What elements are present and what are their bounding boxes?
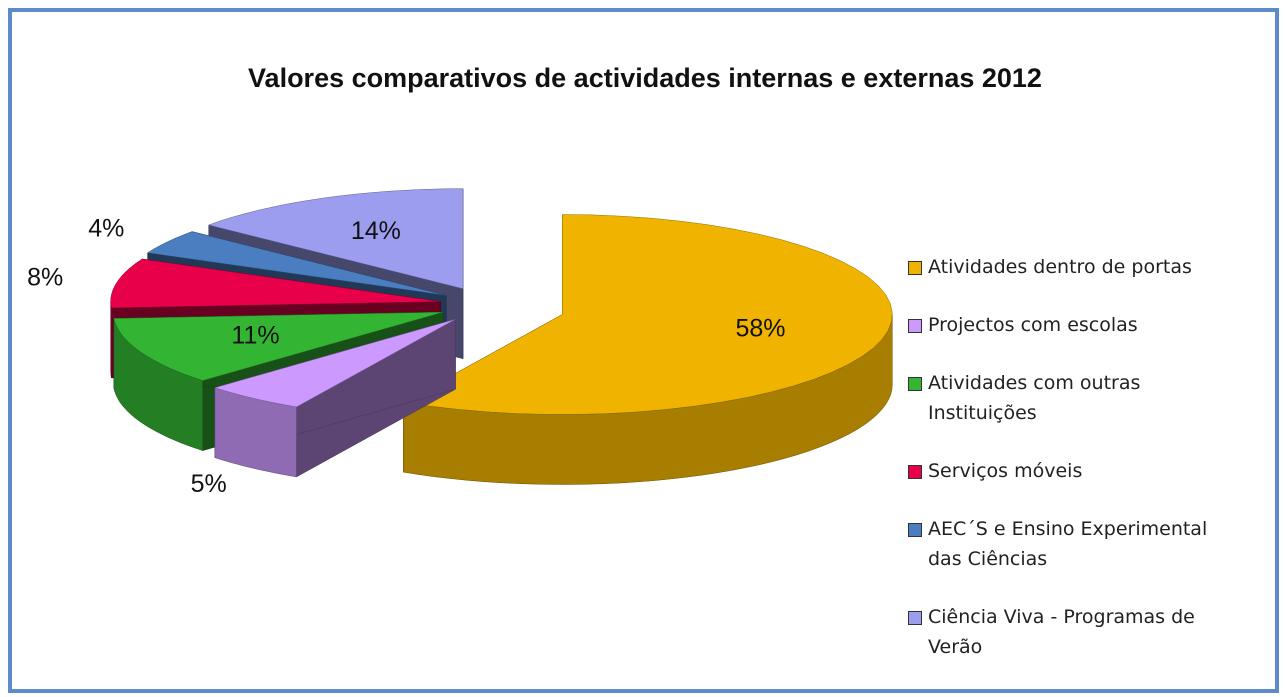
legend-label: Atividades com outras Instituições (928, 372, 1141, 424)
slice-top (110, 258, 441, 309)
slice-top (113, 311, 444, 381)
chart-title: Valores comparativos de actividades inte… (248, 63, 1042, 93)
data-label: 4% (88, 215, 124, 243)
legend: Atividades dentro de portas Projectos com… (908, 252, 1238, 690)
legend-swatch (908, 261, 922, 275)
legend-label: Serviços móveis (928, 460, 1083, 482)
legend-item: Atividades dentro de portas (908, 252, 1238, 282)
legend-item: Serviços móveis (908, 456, 1238, 486)
legend-swatch (908, 319, 922, 333)
legend-item: AEC´S e Ensino Experimental das Ciências (908, 514, 1238, 574)
legend-item: Atividades com outras Instituições (908, 368, 1238, 428)
legend-swatch (908, 377, 922, 391)
data-label: 5% (191, 470, 227, 498)
legend-swatch (908, 523, 922, 537)
slice-wall (110, 301, 112, 379)
legend-item: Projectos com escolas (908, 310, 1238, 340)
data-label: 14% (351, 217, 401, 245)
data-label: 11% (231, 321, 279, 349)
legend-label: Ciência Viva - Programas de Verão (928, 606, 1195, 658)
data-label: 8% (27, 263, 63, 291)
slice-top (146, 231, 447, 296)
slice-top (213, 318, 456, 408)
pie-slice (213, 318, 456, 478)
legend-label: Atividades dentro de portas (928, 256, 1192, 278)
legend-swatch (908, 465, 922, 479)
data-label: 58% (735, 315, 785, 343)
pie-slice (402, 214, 893, 485)
legend-label: Projectos com escolas (928, 314, 1138, 336)
legend-item: Ciência Viva - Programas de Verão (908, 602, 1238, 662)
slice-top (402, 214, 893, 415)
legend-label: AEC´S e Ensino Experimental das Ciências (928, 518, 1208, 570)
legend-swatch (908, 611, 922, 625)
slice-top (207, 188, 464, 290)
